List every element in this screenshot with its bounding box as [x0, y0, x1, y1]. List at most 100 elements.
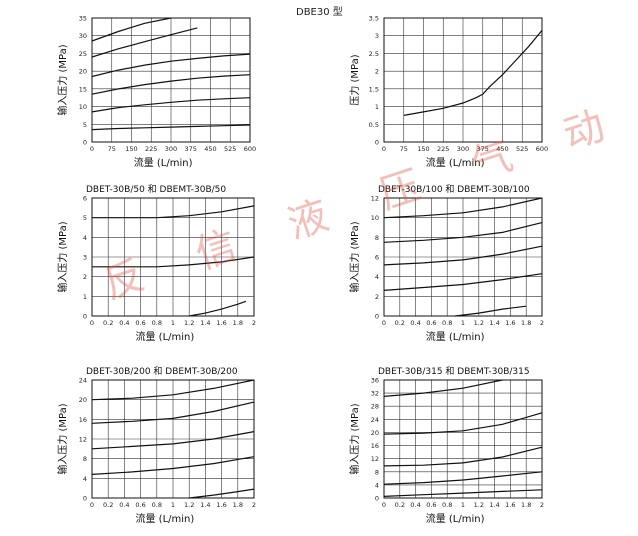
x-tick-label: 0 [382, 319, 386, 327]
x-tick-label: 2 [252, 501, 256, 509]
x-tick-label: 525 [224, 145, 236, 153]
plot-frame [383, 17, 543, 143]
series-line-2 [91, 456, 255, 475]
x-tick-label: 0.8 [442, 319, 452, 327]
series-line-2 [91, 97, 251, 113]
y-tick-label: 2 [83, 273, 87, 281]
x-tick-label: 1.2 [184, 501, 194, 509]
y-tick-label: 8 [83, 455, 87, 463]
y-tick-label: 12 [371, 455, 379, 463]
x-tick-label: 0.4 [119, 319, 129, 327]
x-tick-label: 450 [496, 145, 508, 153]
y-tick-label: 35 [79, 15, 87, 23]
y-tick-label: 25 [79, 50, 87, 58]
y-tick-label: 0 [83, 495, 87, 503]
y-tick-label: 0 [375, 495, 379, 503]
plot-frame [383, 379, 543, 499]
y-tick-label: 3 [83, 254, 87, 262]
x-tick-label: 1.4 [489, 501, 499, 509]
y-tick-label: 8 [375, 468, 379, 476]
x-tick-label: 0.4 [410, 319, 420, 327]
y-tick-label: 12 [79, 436, 87, 444]
y-tick-label: 36 [371, 377, 379, 385]
x-tick-label: 1.8 [521, 319, 531, 327]
plot-frame [91, 379, 255, 499]
x-tick-label: 375 [185, 145, 197, 153]
y-tick-label: 28 [371, 403, 379, 411]
x-tick-label: 1.2 [184, 319, 194, 327]
y-tick-label: 16 [371, 442, 379, 450]
x-tick-label: 225 [437, 145, 449, 153]
series-line-2 [383, 273, 543, 291]
x-tick-label: 1.2 [474, 501, 484, 509]
y-tick-label: 1 [83, 293, 87, 301]
series-line-1 [189, 488, 255, 499]
y-tick-label: 0.5 [369, 121, 379, 129]
x-axis-label: 流量 (L/min) [136, 512, 195, 525]
y-tick-label: 2 [375, 68, 379, 76]
x-tick-label: 75 [108, 145, 116, 153]
x-tick-label: 225 [145, 145, 157, 153]
series-line-2 [383, 471, 543, 485]
x-tick-label: 0.6 [426, 319, 436, 327]
y-tick-label: 6 [83, 195, 87, 203]
x-tick-label: 0.8 [152, 501, 162, 509]
y-tick-label: 32 [371, 390, 379, 398]
x-tick-label: 0 [382, 501, 386, 509]
x-axis-label: 流量 (L/min) [136, 330, 195, 343]
chart-4: 0 2 4 6 8 10 12 0 0.2 0.4 0.6 0.8 1 1.2 1.4 1.6 1.8 2 流量 (… [348, 184, 544, 343]
y-tick-label: 2.5 [369, 50, 379, 58]
x-tick-label: 1 [461, 319, 465, 327]
series-line-4 [91, 401, 255, 424]
x-tick-label: 300 [457, 145, 469, 153]
y-tick-label: 3.5 [369, 15, 379, 23]
x-tick-label: 1.6 [505, 319, 515, 327]
series-line-3 [383, 245, 543, 266]
y-tick-label: 8 [375, 234, 379, 242]
y-tick-label: 20 [371, 429, 379, 437]
x-tick-label: 1.4 [200, 501, 210, 509]
x-tick-label: 1 [461, 501, 465, 509]
y-tick-label: 4 [375, 273, 379, 281]
x-axis-label: 流量 (L/min) [134, 156, 193, 169]
series-line-5 [91, 27, 198, 58]
y-tick-label: 4 [375, 481, 379, 489]
series-line-3 [383, 446, 543, 467]
y-tick-label: 0 [375, 139, 379, 147]
x-tick-label: 600 [244, 145, 256, 153]
x-tick-label: 300 [165, 145, 177, 153]
y-tick-label: 6 [375, 254, 379, 262]
chart-title: DBET-30B/100 和 DBEMT-30B/100 [378, 184, 530, 195]
x-tick-label: 2 [252, 319, 256, 327]
y-axis-label: 输入压力 (MPa) [56, 44, 69, 115]
series-line-5 [383, 379, 503, 397]
series-line-1 [189, 300, 247, 317]
x-tick-label: 0.2 [103, 501, 113, 509]
series-line-1 [91, 124, 251, 131]
x-tick-label: 1 [171, 319, 175, 327]
x-tick-label: 0.8 [152, 319, 162, 327]
x-tick-label: 0 [382, 145, 386, 153]
x-tick-label: 1.8 [233, 501, 243, 509]
x-tick-label: 0.4 [410, 501, 420, 509]
x-tick-label: 1 [171, 501, 175, 509]
x-axis-label: 流量 (L/min) [426, 330, 485, 343]
y-tick-label: 5 [83, 214, 87, 222]
x-tick-label: 1.6 [216, 501, 226, 509]
y-tick-label: 3 [375, 32, 379, 40]
x-tick-label: 0 [90, 145, 94, 153]
y-tick-label: 1 [375, 103, 379, 111]
x-axis-label: 流量 (L/min) [426, 512, 485, 525]
series-line-3 [91, 431, 255, 450]
chart-title: DBET-30B/50 和 DBEMT-30B/50 [86, 184, 226, 195]
x-tick-label: 2 [540, 501, 544, 509]
y-tick-label: 16 [79, 416, 87, 424]
chart-1: 0 5 10 15 20 25 30 35 0 75 150 225 300 375 450 525 600 流量… [56, 15, 256, 170]
y-tick-label: 0 [83, 139, 87, 147]
x-tick-label: 150 [125, 145, 137, 153]
chart-title: DBET-30B/315 和 DBEMT-30B/315 [378, 366, 530, 377]
page-title: DBE30 型 [296, 7, 343, 18]
series-line-1 [403, 30, 543, 116]
y-axis-label: 输入压力 (MPa) [348, 403, 361, 474]
